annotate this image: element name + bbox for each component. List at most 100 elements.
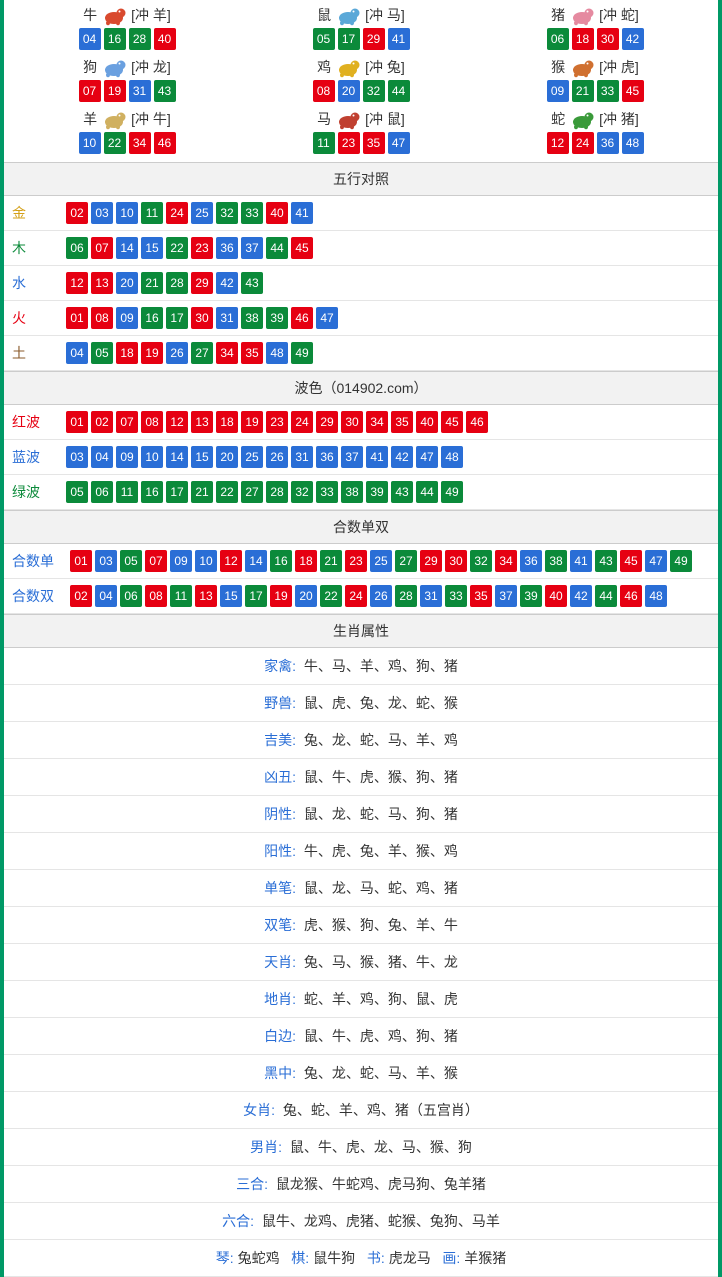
data-row: 红波 0102070812131819232429303435404546 [4,405,718,440]
number-ball: 25 [241,446,263,468]
bose-header: 波色（014902.com） [4,371,718,405]
number-ball: 43 [241,272,263,294]
number-ball: 35 [470,585,492,607]
attr-row: 野兽: 鼠、虎、兔、龙、蛇、猴 [4,685,718,722]
number-ball: 32 [291,481,313,503]
number-ball: 23 [266,411,288,433]
number-ball: 07 [116,411,138,433]
row-label: 合数单 [12,551,60,571]
attr-label: 吉美: [264,732,296,748]
number-ball: 12 [66,272,88,294]
number-ball: 29 [191,272,213,294]
number-ball: 15 [220,585,242,607]
number-ball: 42 [391,446,413,468]
zodiac-animal-icon [567,4,597,26]
number-ball: 41 [570,550,592,572]
number-ball: 48 [622,132,644,154]
data-row: 合数单 010305070910121416182123252729303234… [4,544,718,579]
zodiac-title-row: 猪 [冲 蛇] [478,4,712,26]
number-ball: 28 [166,272,188,294]
number-ball: 28 [395,585,417,607]
wuxing-header: 五行对照 [4,162,718,196]
attr-value: 鼠、牛、虎、猴、狗、猪 [304,769,458,785]
zodiac-name: 牛 [83,5,97,25]
attr-row: 吉美: 兔、龙、蛇、马、羊、鸡 [4,722,718,759]
number-ball: 23 [345,550,367,572]
zodiac-chong-label: [冲 虎] [599,57,639,77]
attr-row: 阴性: 鼠、龙、蛇、马、狗、猪 [4,796,718,833]
attr-header: 生肖属性 [4,614,718,648]
number-ball: 02 [70,585,92,607]
number-ball: 29 [420,550,442,572]
attr-row: 黑中: 兔、龙、蛇、马、羊、猴 [4,1055,718,1092]
number-ball: 13 [91,272,113,294]
number-ball: 28 [266,481,288,503]
number-ball: 12 [547,132,569,154]
number-ball: 36 [520,550,542,572]
number-ball: 08 [91,307,113,329]
number-ball: 33 [316,481,338,503]
number-ball: 16 [141,481,163,503]
number-ball: 21 [141,272,163,294]
footer-value: 虎龙马 [389,1250,431,1266]
attr-value: 蛇、羊、鸡、狗、鼠、虎 [304,991,458,1007]
footer-row: 琴:兔蛇鸡 棋:鼠牛狗 书:虎龙马 画:羊猴猪 [4,1240,718,1277]
zodiac-title-row: 马 [冲 鼠] [244,108,478,130]
number-ball: 20 [295,585,317,607]
zodiac-balls: 05172941 [244,28,478,50]
number-ball: 33 [445,585,467,607]
number-ball: 03 [66,446,88,468]
number-ball: 12 [166,411,188,433]
zodiac-cell: 狗 [冲 龙] 07193143 [10,56,244,102]
attr-label: 天肖: [264,954,296,970]
number-ball: 34 [216,342,238,364]
data-row: 蓝波 03040910141520252631363741424748 [4,440,718,475]
number-ball: 21 [572,80,594,102]
number-ball: 47 [416,446,438,468]
number-ball: 09 [116,307,138,329]
number-ball: 22 [320,585,342,607]
data-row: 合数双 020406081113151719202224262831333537… [4,579,718,614]
number-ball: 15 [141,237,163,259]
attr-row: 家禽: 牛、马、羊、鸡、狗、猪 [4,648,718,685]
zodiac-animal-icon [99,56,129,78]
zodiac-animal-icon [333,108,363,130]
data-row: 金 02031011242532334041 [4,196,718,231]
number-ball: 20 [216,446,238,468]
number-ball: 23 [191,237,213,259]
zodiac-cell: 蛇 [冲 猪] 12243648 [478,108,712,154]
heshu-header: 合数单双 [4,510,718,544]
number-ball: 31 [129,80,151,102]
number-ball: 32 [216,202,238,224]
row-balls: 0204060811131517192022242628313335373940… [70,585,667,607]
attr-row: 双笔: 虎、猴、狗、兔、羊、牛 [4,907,718,944]
number-ball: 09 [547,80,569,102]
number-ball: 19 [104,80,126,102]
number-ball: 26 [266,446,288,468]
number-ball: 43 [595,550,617,572]
zodiac-balls: 08203244 [244,80,478,102]
number-ball: 07 [79,80,101,102]
attr-label: 三合: [236,1176,268,1192]
zodiac-title-row: 狗 [冲 龙] [10,56,244,78]
zodiac-cell: 鸡 [冲 兔] 08203244 [244,56,478,102]
number-ball: 36 [316,446,338,468]
data-row: 水 1213202128294243 [4,266,718,301]
number-ball: 03 [91,202,113,224]
zodiac-chong-label: [冲 龙] [131,57,171,77]
number-ball: 35 [391,411,413,433]
number-ball: 19 [141,342,163,364]
number-ball: 06 [547,28,569,50]
number-ball: 10 [195,550,217,572]
attr-table: 家禽: 牛、马、羊、鸡、狗、猪 野兽: 鼠、虎、兔、龙、蛇、猴 吉美: 兔、龙、… [4,648,718,1240]
zodiac-cell: 马 [冲 鼠] 11233547 [244,108,478,154]
number-ball: 39 [366,481,388,503]
number-ball: 23 [338,132,360,154]
attr-row: 地肖: 蛇、羊、鸡、狗、鼠、虎 [4,981,718,1018]
number-ball: 46 [620,585,642,607]
main-container: 牛 [冲 羊] 04162840 鼠 [冲 马] 05172941 猪 [0,0,722,1277]
number-ball: 33 [597,80,619,102]
attr-value: 鼠牛、龙鸡、虎猪、蛇猴、兔狗、马羊 [262,1213,500,1229]
number-ball: 41 [291,202,313,224]
number-ball: 11 [313,132,335,154]
